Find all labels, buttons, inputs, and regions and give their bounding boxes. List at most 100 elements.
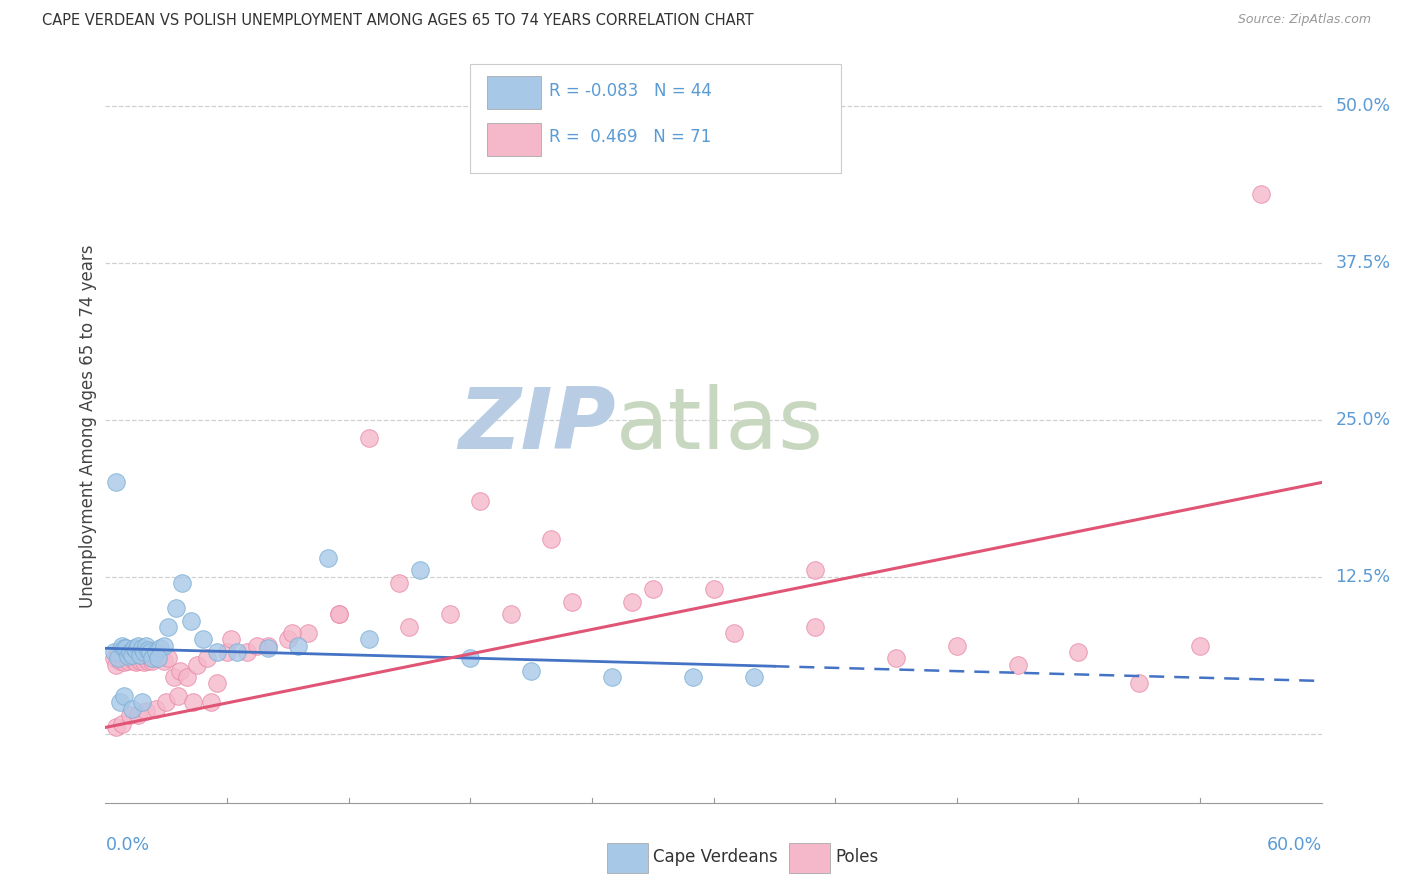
- Point: [256, 641, 278, 656]
- Point: [742, 670, 765, 684]
- Point: [1128, 676, 1150, 690]
- Point: [136, 642, 159, 657]
- Point: [804, 620, 827, 634]
- Point: [561, 595, 583, 609]
- Point: [702, 582, 725, 597]
- Point: [297, 626, 319, 640]
- Point: [131, 648, 153, 663]
- Point: [180, 614, 202, 628]
- Point: [723, 626, 745, 640]
- Point: [439, 607, 461, 622]
- Point: [287, 639, 309, 653]
- Point: [682, 670, 704, 684]
- Point: [112, 641, 135, 656]
- Point: [167, 689, 190, 703]
- Point: [117, 648, 139, 663]
- Point: [141, 651, 163, 665]
- Point: [149, 641, 172, 656]
- Point: [104, 475, 127, 490]
- Point: [318, 550, 340, 565]
- FancyBboxPatch shape: [470, 64, 841, 173]
- Point: [132, 655, 155, 669]
- Point: [172, 576, 194, 591]
- Point: [145, 701, 167, 715]
- Point: [149, 648, 172, 663]
- Point: [499, 607, 522, 622]
- Text: CAPE VERDEAN VS POLISH UNEMPLOYMENT AMONG AGES 65 TO 74 YEARS CORRELATION CHART: CAPE VERDEAN VS POLISH UNEMPLOYMENT AMON…: [42, 13, 754, 29]
- Point: [131, 695, 153, 709]
- Text: 25.0%: 25.0%: [1336, 410, 1391, 429]
- Point: [217, 645, 239, 659]
- Text: 12.5%: 12.5%: [1336, 567, 1391, 586]
- Text: Cape Verdeans: Cape Verdeans: [652, 848, 778, 866]
- Point: [388, 576, 411, 591]
- Point: [145, 651, 167, 665]
- Point: [117, 654, 139, 668]
- Point: [111, 716, 134, 731]
- Point: [135, 651, 157, 665]
- Point: [125, 642, 148, 657]
- Point: [122, 641, 145, 656]
- Point: [191, 632, 214, 647]
- FancyBboxPatch shape: [488, 123, 541, 156]
- Point: [118, 648, 141, 663]
- Point: [157, 651, 180, 665]
- Text: ZIP: ZIP: [458, 384, 616, 467]
- Point: [111, 648, 134, 663]
- Point: [226, 645, 249, 659]
- Point: [277, 632, 299, 647]
- Point: [121, 701, 143, 715]
- Point: [135, 704, 157, 718]
- Point: [122, 654, 145, 668]
- Point: [470, 494, 492, 508]
- Point: [328, 607, 350, 622]
- Point: [641, 582, 664, 597]
- Point: [540, 532, 562, 546]
- Point: [157, 620, 180, 634]
- Point: [121, 648, 143, 662]
- Point: [520, 664, 543, 678]
- Point: [328, 607, 350, 622]
- Point: [112, 655, 135, 669]
- Text: 0.0%: 0.0%: [105, 836, 149, 855]
- Point: [163, 670, 186, 684]
- Point: [104, 657, 127, 672]
- Text: 50.0%: 50.0%: [1336, 96, 1391, 114]
- Point: [357, 632, 380, 647]
- Point: [127, 651, 149, 665]
- Text: 60.0%: 60.0%: [1267, 836, 1322, 855]
- Point: [219, 632, 242, 647]
- Point: [114, 651, 136, 665]
- Point: [246, 639, 269, 653]
- Point: [131, 641, 153, 656]
- Point: [136, 654, 159, 668]
- Point: [458, 651, 481, 665]
- FancyBboxPatch shape: [606, 843, 648, 873]
- Point: [129, 648, 152, 662]
- Point: [141, 654, 163, 668]
- Text: atlas: atlas: [616, 384, 824, 467]
- Point: [169, 664, 191, 678]
- Point: [103, 651, 125, 665]
- Point: [121, 651, 143, 665]
- Point: [103, 645, 125, 659]
- Point: [129, 654, 152, 668]
- Text: R = -0.083   N = 44: R = -0.083 N = 44: [550, 81, 713, 100]
- Point: [181, 695, 204, 709]
- Point: [884, 651, 907, 665]
- Point: [1067, 645, 1090, 659]
- Point: [107, 651, 129, 665]
- Point: [118, 645, 141, 659]
- Point: [621, 595, 644, 609]
- Point: [1250, 186, 1272, 201]
- Point: [1007, 657, 1029, 672]
- Point: [107, 645, 129, 659]
- Point: [135, 639, 157, 653]
- Point: [195, 651, 218, 665]
- Point: [281, 626, 304, 640]
- Point: [205, 676, 228, 690]
- Point: [111, 639, 134, 653]
- Point: [186, 657, 208, 672]
- Point: [945, 639, 967, 653]
- Point: [127, 639, 149, 653]
